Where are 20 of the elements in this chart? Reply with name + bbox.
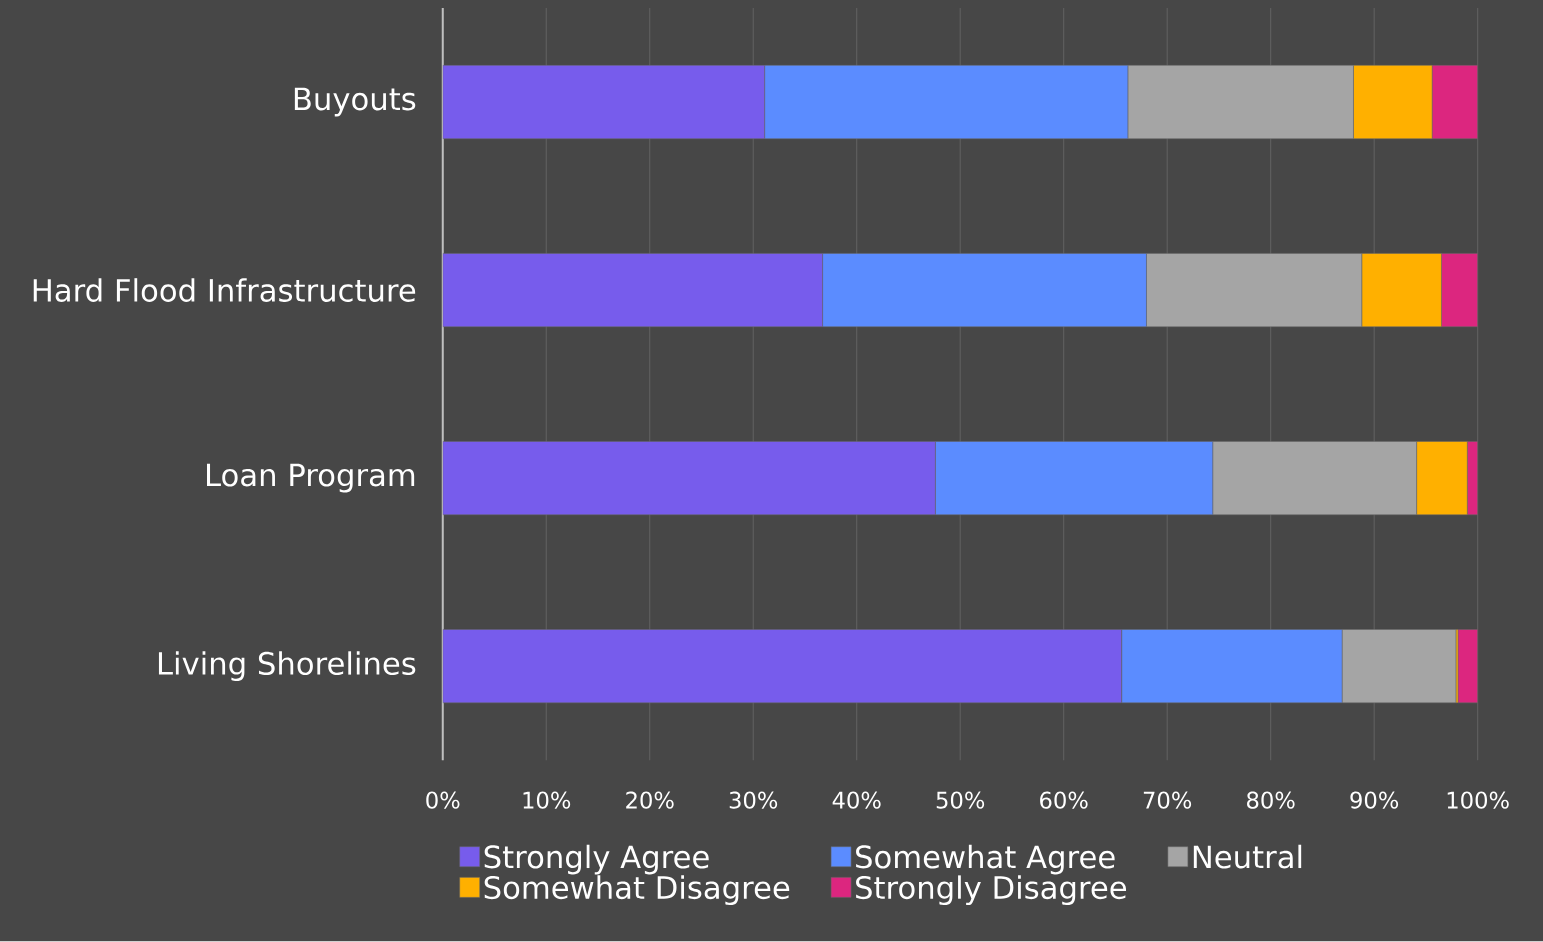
y-tick-label: Living Shorelines: [158, 651, 416, 682]
y-tick-label: Loan Program: [207, 463, 415, 493]
x-tick-label: 0%: [426, 791, 460, 809]
x-tick-label: 20%: [626, 791, 674, 809]
legend-label: Somewhat Disagree: [484, 875, 790, 906]
x-tick-label: 10%: [523, 791, 571, 809]
x-tick-label: 30%: [729, 791, 778, 809]
x-tick-label: 100%: [1447, 791, 1509, 809]
x-tick-label: 60%: [1040, 791, 1088, 809]
legend-label: Strongly Agree: [484, 844, 709, 875]
x-tick-label: 40%: [832, 791, 881, 809]
legend-label: Strongly Disagree: [856, 875, 1127, 906]
legend-label: Neutral: [1193, 844, 1302, 869]
y-tick-label: Hard Flood Infrastructure: [33, 278, 416, 303]
x-tick-label: 70%: [1143, 791, 1192, 809]
x-tick-label: 50%: [936, 791, 985, 809]
x-tick-label: 90%: [1350, 791, 1399, 809]
legend-label: Somewhat Agree: [856, 844, 1115, 875]
y-tick-label: Buyouts: [294, 87, 416, 117]
x-tick-label: 80%: [1247, 791, 1295, 809]
